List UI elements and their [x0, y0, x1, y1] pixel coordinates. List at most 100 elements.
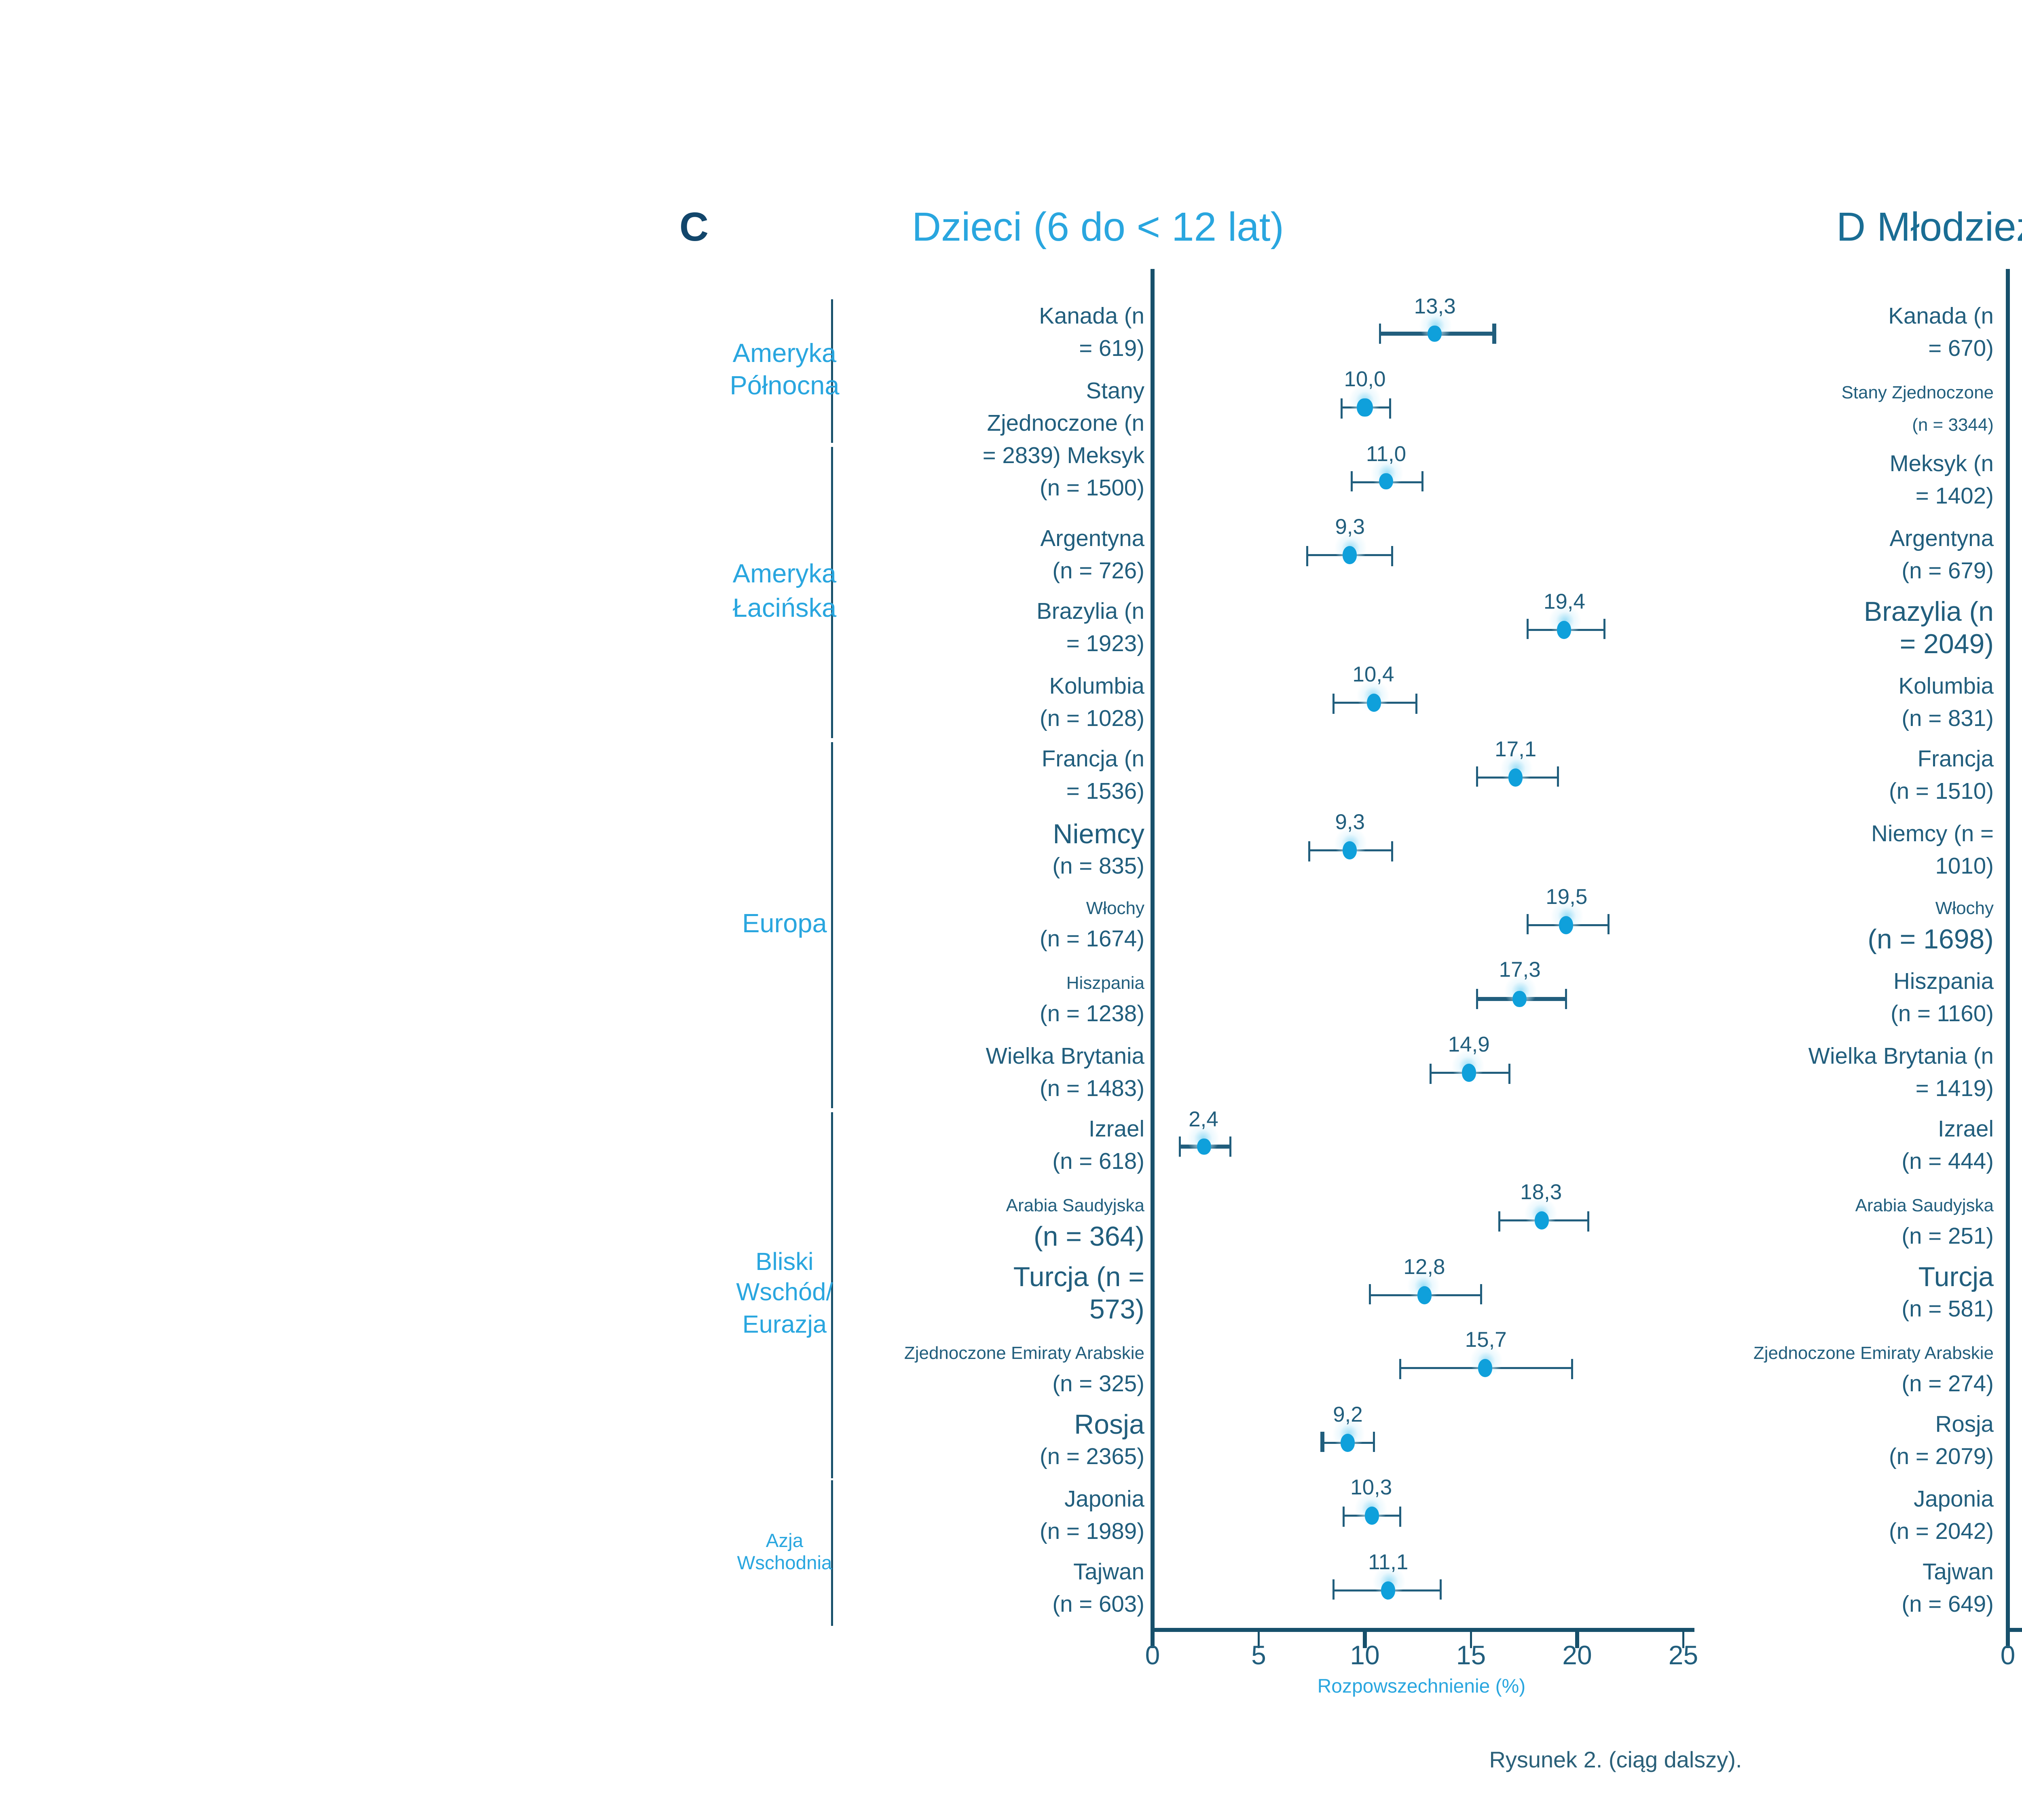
- country-label: Brazylia (n = 1923): [679, 597, 1144, 662]
- country-label-line: Tajwan: [1073, 1562, 1144, 1586]
- country-label-line: (n = 581): [1901, 1298, 1994, 1323]
- country-label-line: (n = 325): [1052, 1372, 1144, 1397]
- value-label: 10,4: [1352, 664, 1394, 688]
- country-label: Stany Zjednoczone (n = 2839) Meksyk (n = 15…: [679, 376, 1144, 505]
- ci-cap-left: [1332, 1580, 1335, 1600]
- region-label-line: Eurazja: [742, 1310, 827, 1339]
- country-label: Kanada (n = 670): [1529, 301, 1994, 366]
- data-point-marker: [1559, 916, 1574, 934]
- country-label: Japonia (n = 2042): [1529, 1484, 1994, 1549]
- x-axis-line: [2006, 1627, 2022, 1633]
- country-label: Francja (n = 1510): [1529, 745, 1994, 809]
- country-label-line: = 1419): [1915, 1077, 1994, 1101]
- country-label-line: (n = 444): [1901, 1151, 1994, 1175]
- country-label-line: Arabia Saudyjska: [1006, 1194, 1144, 1215]
- country-label-line: (n = 1698): [1868, 925, 1994, 955]
- country-label-line: (n = 1028): [1039, 707, 1144, 732]
- panel-letter-d: D: [1836, 206, 1866, 251]
- ci-cap-right: [1391, 545, 1394, 566]
- country-label-line: Zjednoczone Emiraty Arabskie: [904, 1342, 1144, 1363]
- country-label: Hiszpania (n = 1160): [1529, 967, 1994, 1031]
- data-point-marker: [1343, 546, 1358, 565]
- country-label-line: Japonia: [1064, 1488, 1144, 1512]
- ci-cap-right: [1389, 397, 1392, 418]
- country-label-line: (n = 649): [1901, 1594, 1994, 1619]
- region-label: Ameryka Łacińska: [613, 559, 956, 626]
- country-label: Japonia (n = 1989): [679, 1484, 1144, 1549]
- x-axis-tick: [1151, 1632, 1154, 1649]
- ci-cap-right: [1493, 324, 1496, 344]
- data-point-marker: [1462, 1064, 1476, 1082]
- ci-cap-right: [1421, 471, 1423, 492]
- data-point-marker: [1357, 398, 1372, 417]
- country-label: Meksyk (n = 1402): [1529, 449, 1994, 514]
- ci-cap-right: [1480, 1284, 1483, 1305]
- country-label: Arabia Saudyjska (n = 251): [1529, 1188, 1994, 1253]
- data-point-marker: [1341, 1433, 1355, 1452]
- country-label: Argentyna (n = 679): [1529, 523, 1994, 588]
- country-label: Wielka Brytania (n = 1419): [1529, 1041, 1994, 1105]
- ci-cap-left: [1527, 619, 1530, 639]
- country-label: Zjednoczone Emiraty Arabskie (n = 274): [1529, 1336, 1994, 1401]
- data-point-marker: [1417, 1285, 1432, 1304]
- country-label-line: = 1402): [1915, 485, 1994, 510]
- ci-cap-right: [1586, 1210, 1589, 1231]
- country-label-line: = 1923): [1066, 633, 1144, 658]
- country-label-line: (n = 1238): [1039, 1003, 1144, 1027]
- country-label-line: Wielka Brytania (n: [1808, 1044, 1994, 1069]
- country-label-line: (n = 1500): [1039, 477, 1144, 502]
- country-label-line: Wielka Brytania: [986, 1044, 1144, 1069]
- value-label: 12,8: [1403, 1255, 1445, 1280]
- ci-cap-left: [1476, 767, 1479, 787]
- region-label-line: Ameryka: [732, 337, 837, 368]
- data-point-marker: [1366, 694, 1381, 712]
- region-label-line: Wschodnia: [737, 1553, 832, 1576]
- x-axis-tick: [1257, 1632, 1260, 1649]
- country-label-line: Argentyna: [1889, 527, 1994, 552]
- country-label-line: (n = 1510): [1889, 781, 1994, 806]
- country-label-line: Kolumbia: [1049, 675, 1144, 699]
- x-axis-tick: [1363, 1632, 1366, 1649]
- data-point-marker: [1381, 1581, 1396, 1599]
- country-label: Turcja (n = 581): [1529, 1262, 1994, 1327]
- country-label-line: = 2049): [1899, 629, 1994, 660]
- country-label-line: (n = 835): [1052, 855, 1144, 880]
- country-label: Francja (n = 1536): [679, 745, 1144, 809]
- country-label: Rosja (n = 2079): [1529, 1410, 1994, 1475]
- x-axis-tick-label: 0: [2000, 1640, 2016, 1670]
- value-label: 19,4: [1543, 590, 1585, 614]
- country-label: Izrael (n = 444): [1529, 1114, 1994, 1179]
- x-axis-tick-label: 10: [1350, 1640, 1380, 1670]
- region-label-line: Azja: [766, 1530, 804, 1552]
- country-label-line: (n = 603): [1052, 1594, 1144, 1619]
- country-label-line: (n = 2042): [1889, 1520, 1994, 1545]
- ci-cap-right: [1230, 1136, 1233, 1157]
- value-label: 9,2: [1333, 1403, 1363, 1427]
- country-label-line: Rosja: [1074, 1410, 1144, 1441]
- region-bracket: [830, 298, 834, 443]
- value-label: 9,3: [1335, 811, 1365, 836]
- x-axis-tick-label: 15: [1456, 1640, 1486, 1670]
- ci-cap-left: [1308, 841, 1311, 861]
- country-label: Kolumbia (n = 831): [1529, 671, 1994, 736]
- ci-cap-left: [1378, 324, 1381, 344]
- region-bracket: [830, 1481, 834, 1626]
- ci-cap-right: [1571, 1358, 1574, 1379]
- country-label-line: (n = 1674): [1039, 929, 1144, 953]
- country-label: Wielka Brytania (n = 1483): [679, 1041, 1144, 1105]
- country-label-line: Brazylia (n: [1036, 601, 1144, 625]
- country-label-line: (n = 2365): [1039, 1446, 1144, 1471]
- country-label-line: = 1536): [1066, 781, 1144, 806]
- country-label-line: (n = 1989): [1039, 1520, 1144, 1545]
- country-label: Kanada (n = 619): [679, 301, 1144, 366]
- country-label-line: (n = 1160): [1891, 1003, 1994, 1027]
- country-label-line: Turcja (n =: [1013, 1262, 1144, 1293]
- country-label-line: Kolumbia: [1898, 675, 1994, 699]
- ci-cap-right: [1508, 1062, 1510, 1083]
- country-label-line: Niemcy: [1053, 819, 1144, 849]
- country-label-line: (n = 251): [1901, 1224, 1994, 1249]
- country-label: Stany Zjednoczone (n = 3344): [1529, 375, 1994, 440]
- country-label: Tajwan (n = 649): [1529, 1558, 1994, 1623]
- region-label-line: Północna: [730, 370, 840, 401]
